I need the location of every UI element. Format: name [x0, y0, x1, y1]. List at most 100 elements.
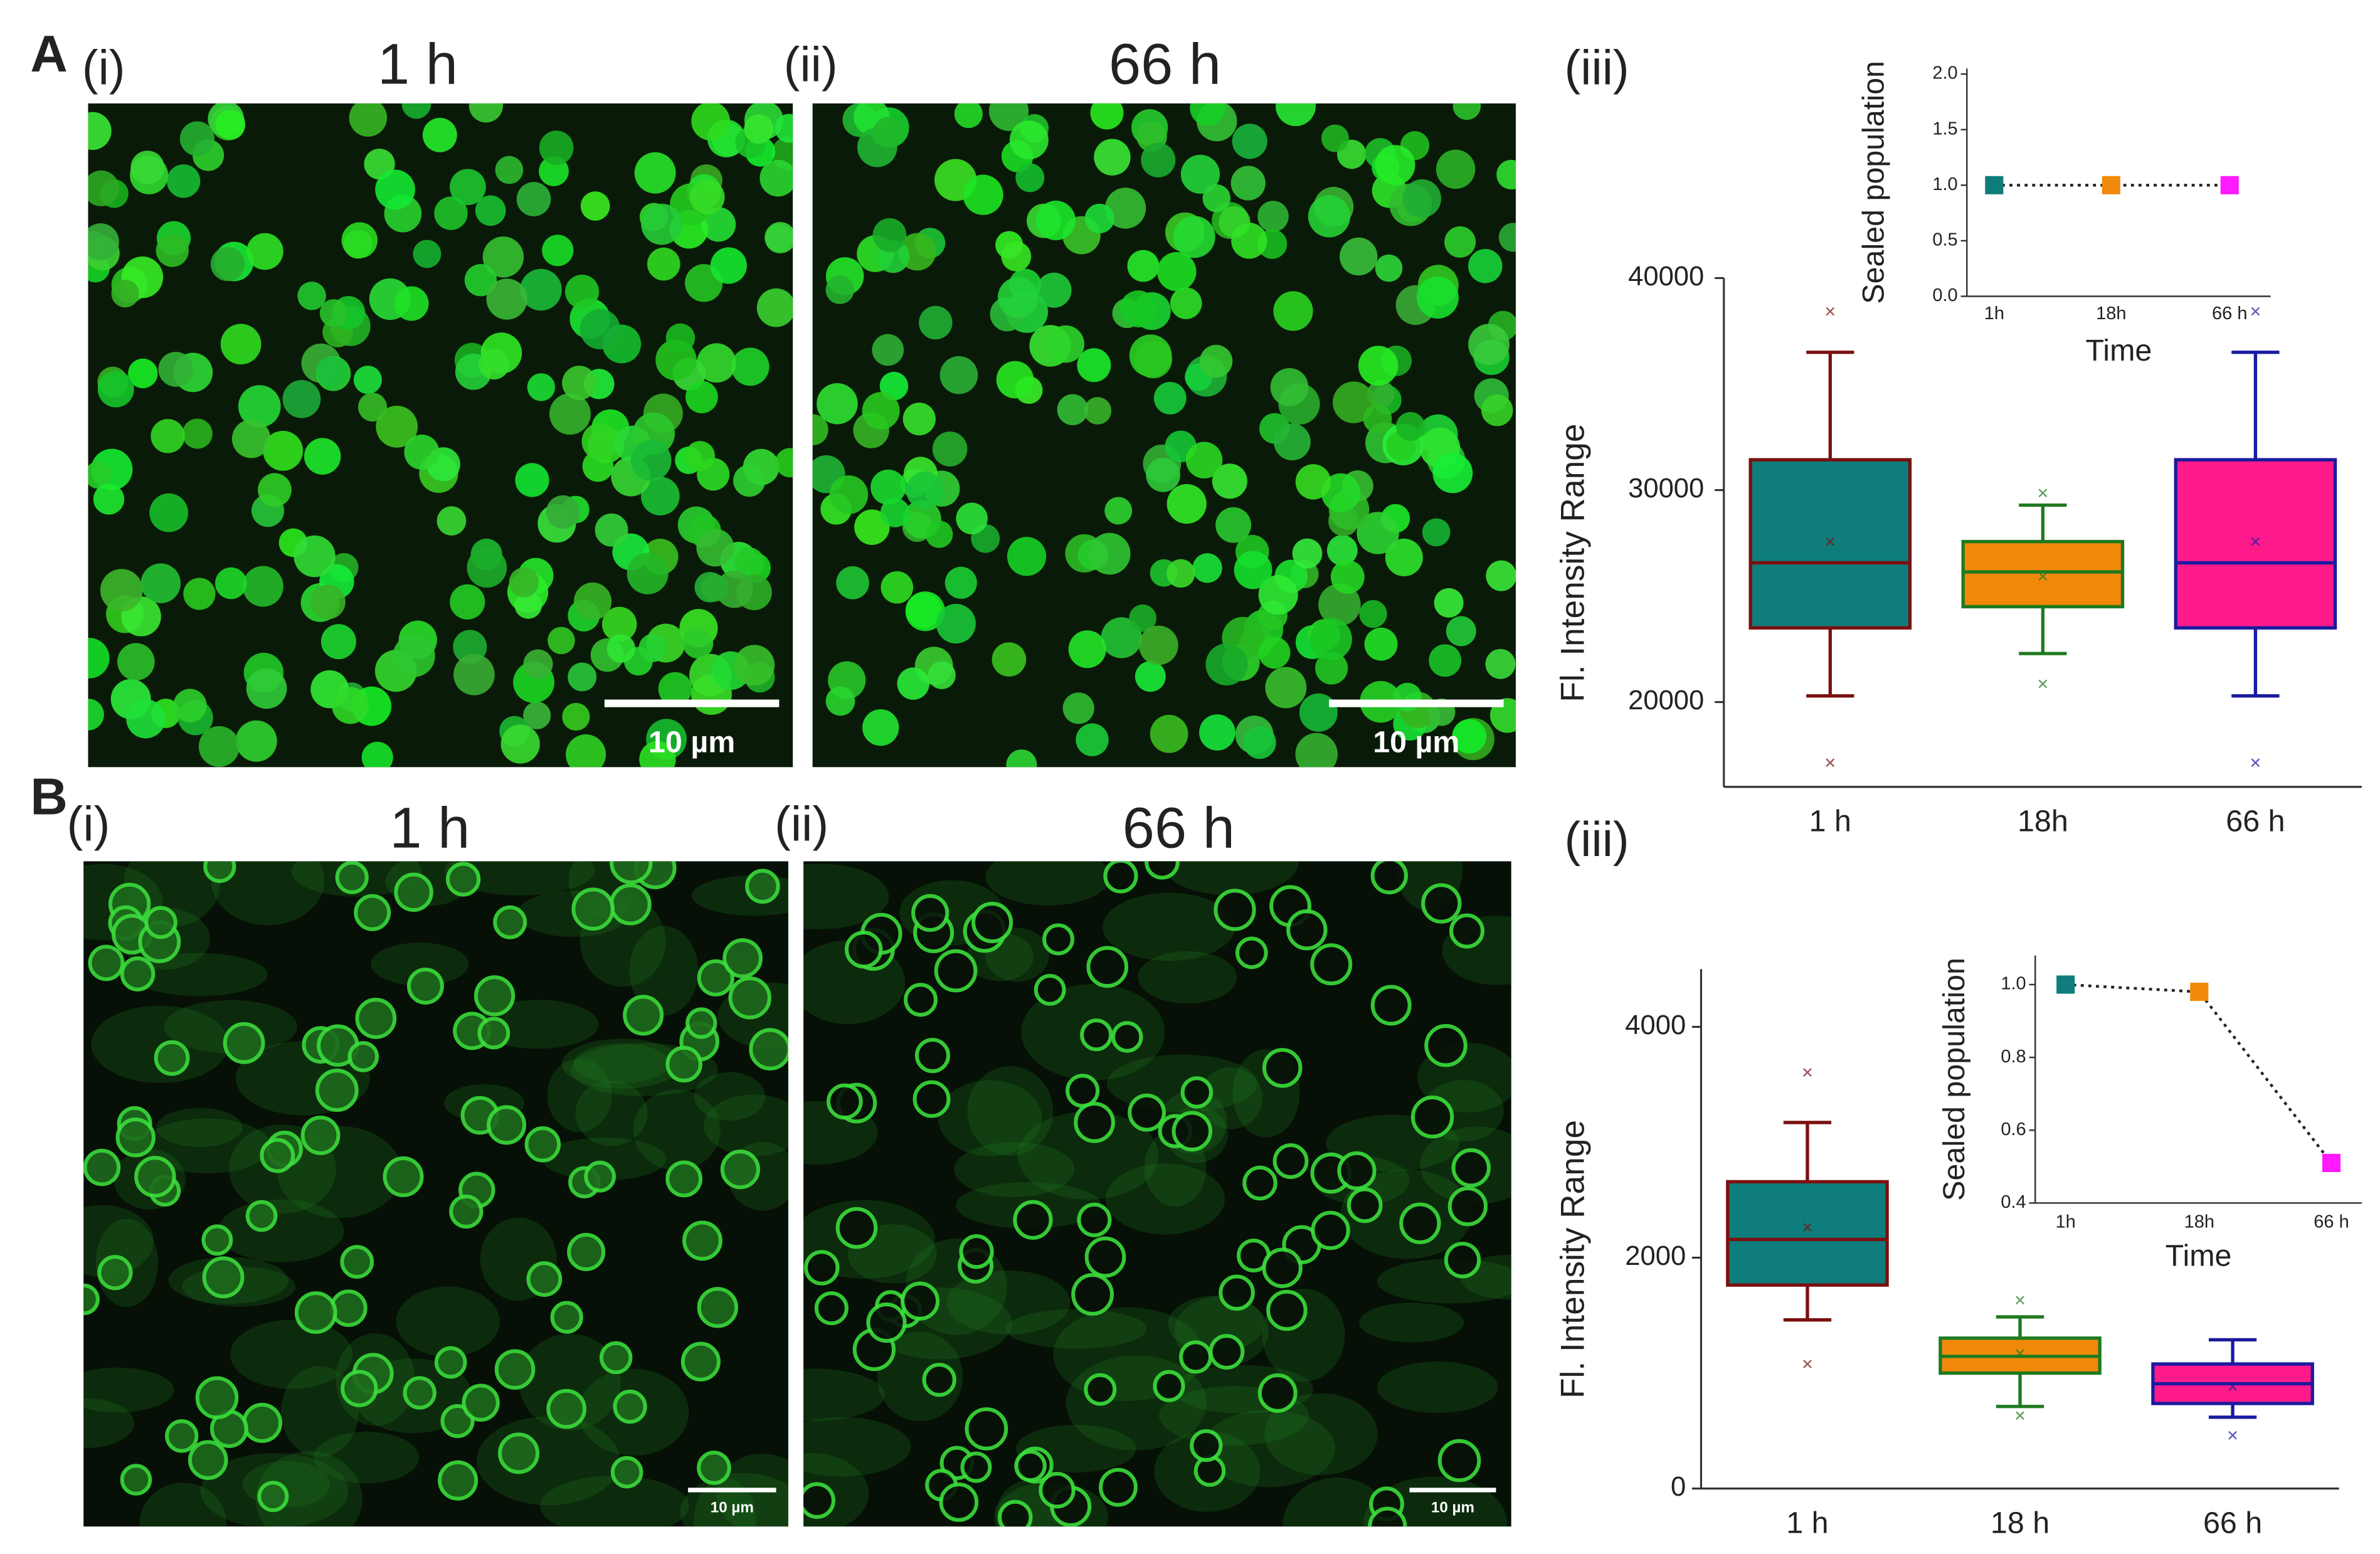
cell	[1039, 1471, 1076, 1509]
cell	[1234, 551, 1272, 589]
cell	[1257, 1373, 1298, 1413]
cell	[203, 861, 236, 883]
haze	[694, 1072, 766, 1121]
x-tick-label: 1h	[1984, 304, 2004, 324]
cell	[183, 578, 216, 610]
cell	[1309, 618, 1352, 660]
haze	[519, 1333, 621, 1430]
cell	[493, 905, 527, 939]
cell	[1235, 936, 1268, 970]
cell	[527, 373, 556, 401]
point	[2102, 176, 2120, 194]
cell	[319, 299, 348, 327]
haze	[1359, 1303, 1464, 1343]
x-tick-label: 1h	[2056, 1212, 2076, 1232]
cell	[403, 1376, 436, 1410]
outlier	[1826, 758, 1835, 768]
outlier	[2016, 1411, 2024, 1420]
haze	[1006, 1309, 1147, 1349]
haze	[1202, 1410, 1336, 1488]
x-tick-label: 66 h	[2203, 1506, 2262, 1540]
y-tick-label: 4000	[1625, 1010, 1686, 1040]
cell	[775, 114, 793, 143]
cell	[1089, 532, 1131, 575]
cell	[202, 1256, 245, 1299]
cell	[579, 309, 621, 350]
haze	[1103, 892, 1235, 961]
cell	[1498, 223, 1516, 252]
cell	[1205, 643, 1248, 686]
cell	[1299, 693, 1338, 732]
cell	[825, 275, 854, 304]
box	[1726, 1180, 1889, 1287]
cell	[1311, 1210, 1350, 1250]
cell	[745, 869, 780, 904]
cell	[697, 1451, 731, 1485]
cell	[595, 513, 628, 547]
cell	[835, 1207, 878, 1249]
haze	[230, 1319, 353, 1389]
cell	[1034, 973, 1066, 1006]
cell	[1036, 272, 1072, 308]
outlier	[2038, 489, 2048, 498]
cell	[242, 566, 283, 607]
point	[2056, 975, 2075, 994]
haze	[1017, 1111, 1159, 1200]
cell	[546, 1388, 587, 1429]
cell	[1009, 120, 1049, 160]
cell	[1084, 1373, 1117, 1406]
cell	[88, 223, 119, 261]
x-tick-label: 66 h	[2226, 805, 2285, 838]
cell	[83, 1148, 121, 1187]
cell	[294, 1291, 337, 1334]
cell	[1138, 625, 1178, 665]
cell	[900, 1281, 940, 1321]
cell	[524, 1126, 561, 1163]
image-background	[803, 861, 1511, 1527]
cell	[1272, 1143, 1309, 1179]
cell	[1243, 726, 1276, 759]
cell	[565, 274, 600, 309]
x-tick-label: 1 h	[1809, 805, 1851, 838]
cell	[1368, 1506, 1407, 1527]
cell	[149, 493, 189, 532]
cell	[1185, 441, 1223, 478]
cell	[462, 1383, 500, 1422]
cell	[1001, 241, 1032, 272]
cell	[1146, 457, 1180, 492]
cell	[1422, 518, 1451, 547]
cell	[1015, 163, 1045, 193]
cell	[866, 1302, 907, 1343]
cell	[1370, 861, 1409, 895]
image-label: (i)	[67, 798, 110, 852]
cell	[580, 191, 610, 221]
y-tick-label: 30000	[1628, 473, 1704, 504]
cell	[446, 862, 481, 897]
cell	[214, 567, 247, 600]
cell	[936, 603, 976, 644]
haze	[633, 1089, 721, 1171]
cell	[220, 324, 262, 365]
outlier	[2038, 679, 2048, 689]
y-axis-label: Fl. Intensity Range	[1555, 1120, 1592, 1398]
micrograph: 10 µm	[88, 103, 793, 768]
cell	[260, 1138, 295, 1173]
cell	[156, 234, 189, 267]
cell	[1451, 1148, 1491, 1188]
cell	[1432, 453, 1473, 494]
cell	[1468, 249, 1503, 283]
cell	[120, 956, 156, 991]
cell	[539, 130, 574, 165]
cell	[347, 1041, 379, 1072]
cell	[201, 1224, 233, 1256]
cell	[1042, 923, 1075, 956]
haze	[83, 1205, 154, 1277]
cell	[1258, 637, 1291, 669]
cell	[464, 264, 497, 297]
cell	[928, 661, 956, 689]
cell	[83, 1283, 100, 1316]
cell	[1321, 473, 1361, 512]
cell	[394, 286, 429, 321]
cell	[547, 626, 575, 655]
haze	[803, 864, 889, 929]
